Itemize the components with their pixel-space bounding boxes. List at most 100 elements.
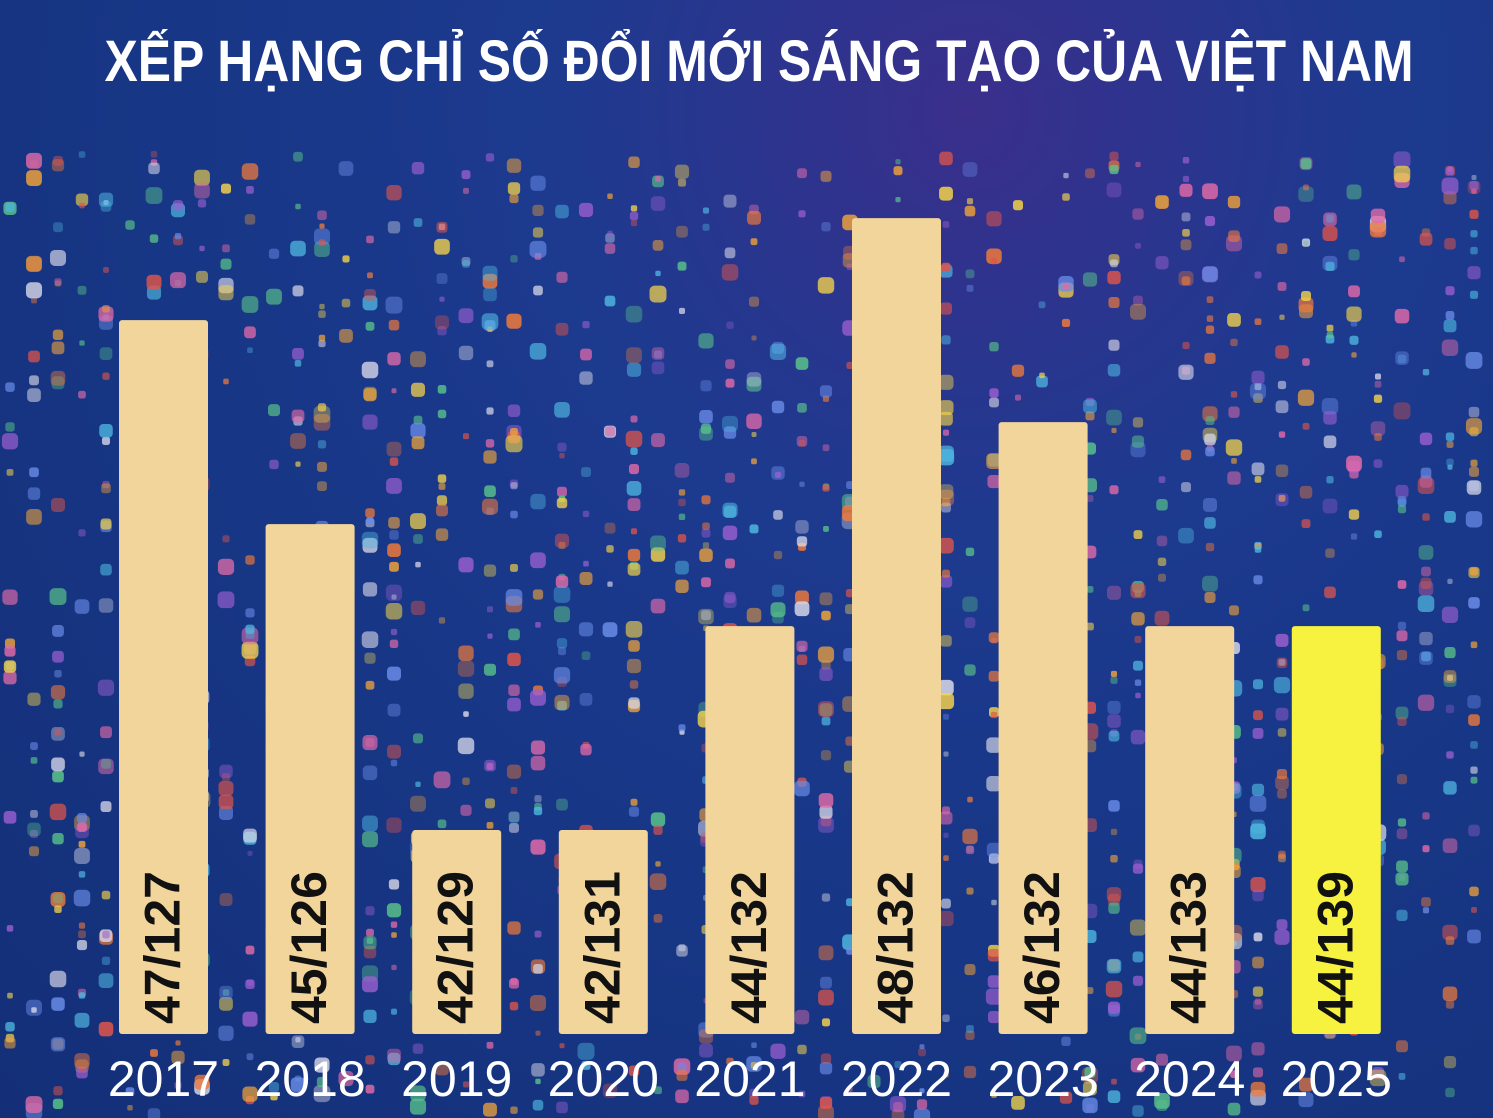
bg-dot [1326, 331, 1334, 339]
bg-dot [50, 891, 66, 907]
bg-dot [25, 255, 43, 272]
bg-dot [509, 822, 519, 833]
bg-dot [676, 945, 688, 957]
bg-dot [583, 560, 589, 567]
bg-dot [579, 371, 593, 385]
bg-dot [458, 345, 474, 361]
bg-dot [962, 828, 978, 845]
bg-dot [701, 528, 711, 538]
bg-dot [1130, 1057, 1146, 1073]
bg-dot [1468, 597, 1480, 609]
bg-dot [1447, 674, 1453, 681]
bg-dot [78, 922, 86, 929]
bg-dot [172, 200, 184, 211]
bg-dot [582, 510, 590, 518]
bg-dot [1086, 987, 1094, 994]
bg-dot [1131, 435, 1145, 448]
bg-dot [1421, 566, 1431, 577]
bg-dot [986, 775, 1002, 792]
bg-dot [1417, 477, 1435, 495]
bg-dot [965, 1030, 975, 1040]
bg-dot [5, 382, 15, 392]
bg-dot [3, 671, 17, 685]
bg-dot [1086, 622, 1094, 631]
bg-dot [625, 621, 643, 638]
bg-dot [1109, 485, 1119, 495]
bg-dot [1111, 427, 1117, 433]
bg-dot [1303, 184, 1309, 191]
bg-dot [266, 288, 282, 305]
bg-dot [1252, 1067, 1264, 1078]
bg-dot [1326, 324, 1334, 332]
bar-2017 [119, 320, 208, 1034]
bg-dot [798, 210, 806, 218]
bg-dot [630, 447, 638, 455]
bg-dot [410, 513, 426, 530]
bg-dot [27, 692, 41, 706]
bg-dot [818, 989, 834, 1006]
bg-dot [247, 850, 253, 856]
bg-dot [410, 382, 426, 397]
bg-dot [218, 1025, 234, 1041]
bg-dot [1157, 557, 1167, 567]
bg-dot [988, 853, 1000, 864]
bg-dot [1396, 860, 1408, 873]
bg-dot [1303, 240, 1309, 246]
bg-dot [1420, 577, 1432, 589]
bg-dot [698, 333, 714, 349]
bar-value-label: 44/133 [1161, 871, 1217, 1024]
bg-dot [578, 202, 594, 217]
bg-dot [1106, 409, 1122, 426]
bg-dot [649, 285, 667, 303]
bg-dot [483, 450, 497, 464]
bg-dot [268, 248, 280, 259]
bar-value-label: 45/126 [281, 871, 337, 1024]
bg-dot [1276, 919, 1288, 931]
bg-dot [942, 429, 950, 436]
bg-dot [174, 1081, 182, 1089]
bg-dot [894, 1061, 902, 1069]
bg-dot [626, 481, 642, 496]
bg-dot [799, 481, 805, 487]
bg-dot [1133, 295, 1143, 306]
bg-dot [242, 1011, 258, 1027]
bg-dot [462, 1081, 470, 1088]
bg-dot [79, 1066, 85, 1073]
bg-dot [1134, 635, 1142, 643]
bg-dot [1252, 727, 1264, 739]
bg-dot [505, 435, 523, 453]
bg-dot [1395, 484, 1409, 498]
bg-dot [169, 272, 187, 289]
bg-dot [5, 422, 15, 432]
bg-dot [98, 598, 114, 613]
bg-dot [750, 238, 758, 246]
bg-dot [1251, 370, 1265, 384]
bg-dot [1393, 151, 1411, 169]
bg-dot [750, 1062, 758, 1069]
bg-dot [796, 435, 808, 447]
bg-dot [1418, 545, 1434, 560]
bg-dot [535, 1078, 541, 1085]
bg-dot [458, 557, 474, 573]
bg-dot [1132, 975, 1144, 986]
bg-dot [483, 663, 497, 676]
bg-dot [1445, 1000, 1455, 1009]
bg-dot [1108, 339, 1120, 351]
bg-dot [821, 893, 831, 902]
bg-dot [316, 1076, 328, 1088]
bg-dot [1083, 399, 1097, 414]
bg-dot [49, 970, 67, 988]
bg-dot [606, 545, 614, 553]
bg-dot [51, 997, 65, 1011]
bg-dot [553, 606, 571, 623]
bg-dot [1465, 511, 1483, 528]
bg-dot [1302, 358, 1310, 366]
bg-dot [1301, 519, 1311, 529]
bg-dot [822, 484, 830, 492]
bg-dot [847, 1086, 853, 1092]
bg-dot [1397, 505, 1407, 514]
bg-dot [1469, 290, 1479, 299]
bg-dot [1302, 604, 1310, 612]
bg-dot [318, 239, 326, 246]
bg-dot [1422, 513, 1430, 521]
